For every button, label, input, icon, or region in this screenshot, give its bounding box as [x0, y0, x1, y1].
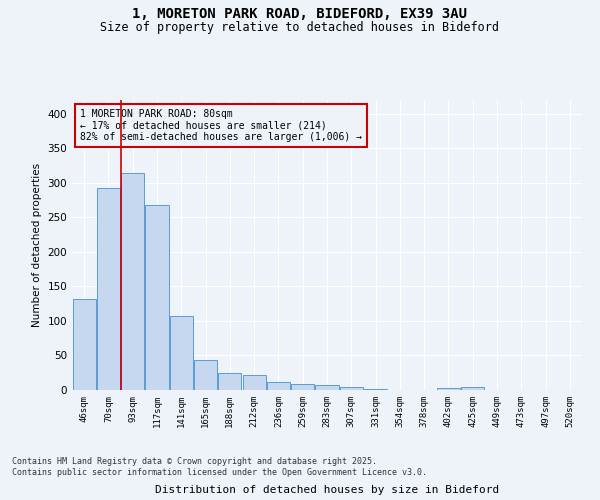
Text: Contains HM Land Registry data © Crown copyright and database right 2025.
Contai: Contains HM Land Registry data © Crown c… — [12, 458, 427, 477]
Text: 1, MORETON PARK ROAD, BIDEFORD, EX39 3AU: 1, MORETON PARK ROAD, BIDEFORD, EX39 3AU — [133, 8, 467, 22]
Bar — [267, 382, 290, 390]
Bar — [145, 205, 169, 390]
Bar — [340, 387, 363, 390]
Bar — [97, 188, 120, 390]
Bar — [170, 316, 193, 390]
Text: Size of property relative to detached houses in Bideford: Size of property relative to detached ho… — [101, 21, 499, 34]
Bar — [291, 384, 314, 390]
Text: Distribution of detached houses by size in Bideford: Distribution of detached houses by size … — [155, 485, 499, 495]
Bar — [316, 385, 338, 390]
Bar — [437, 388, 460, 390]
Bar — [461, 387, 484, 390]
Bar — [242, 375, 266, 390]
Bar — [121, 172, 144, 390]
Text: 1 MORETON PARK ROAD: 80sqm
← 17% of detached houses are smaller (214)
82% of sem: 1 MORETON PARK ROAD: 80sqm ← 17% of deta… — [80, 108, 362, 142]
Bar — [194, 360, 217, 390]
Bar — [73, 299, 95, 390]
Y-axis label: Number of detached properties: Number of detached properties — [32, 163, 42, 327]
Bar — [218, 372, 241, 390]
